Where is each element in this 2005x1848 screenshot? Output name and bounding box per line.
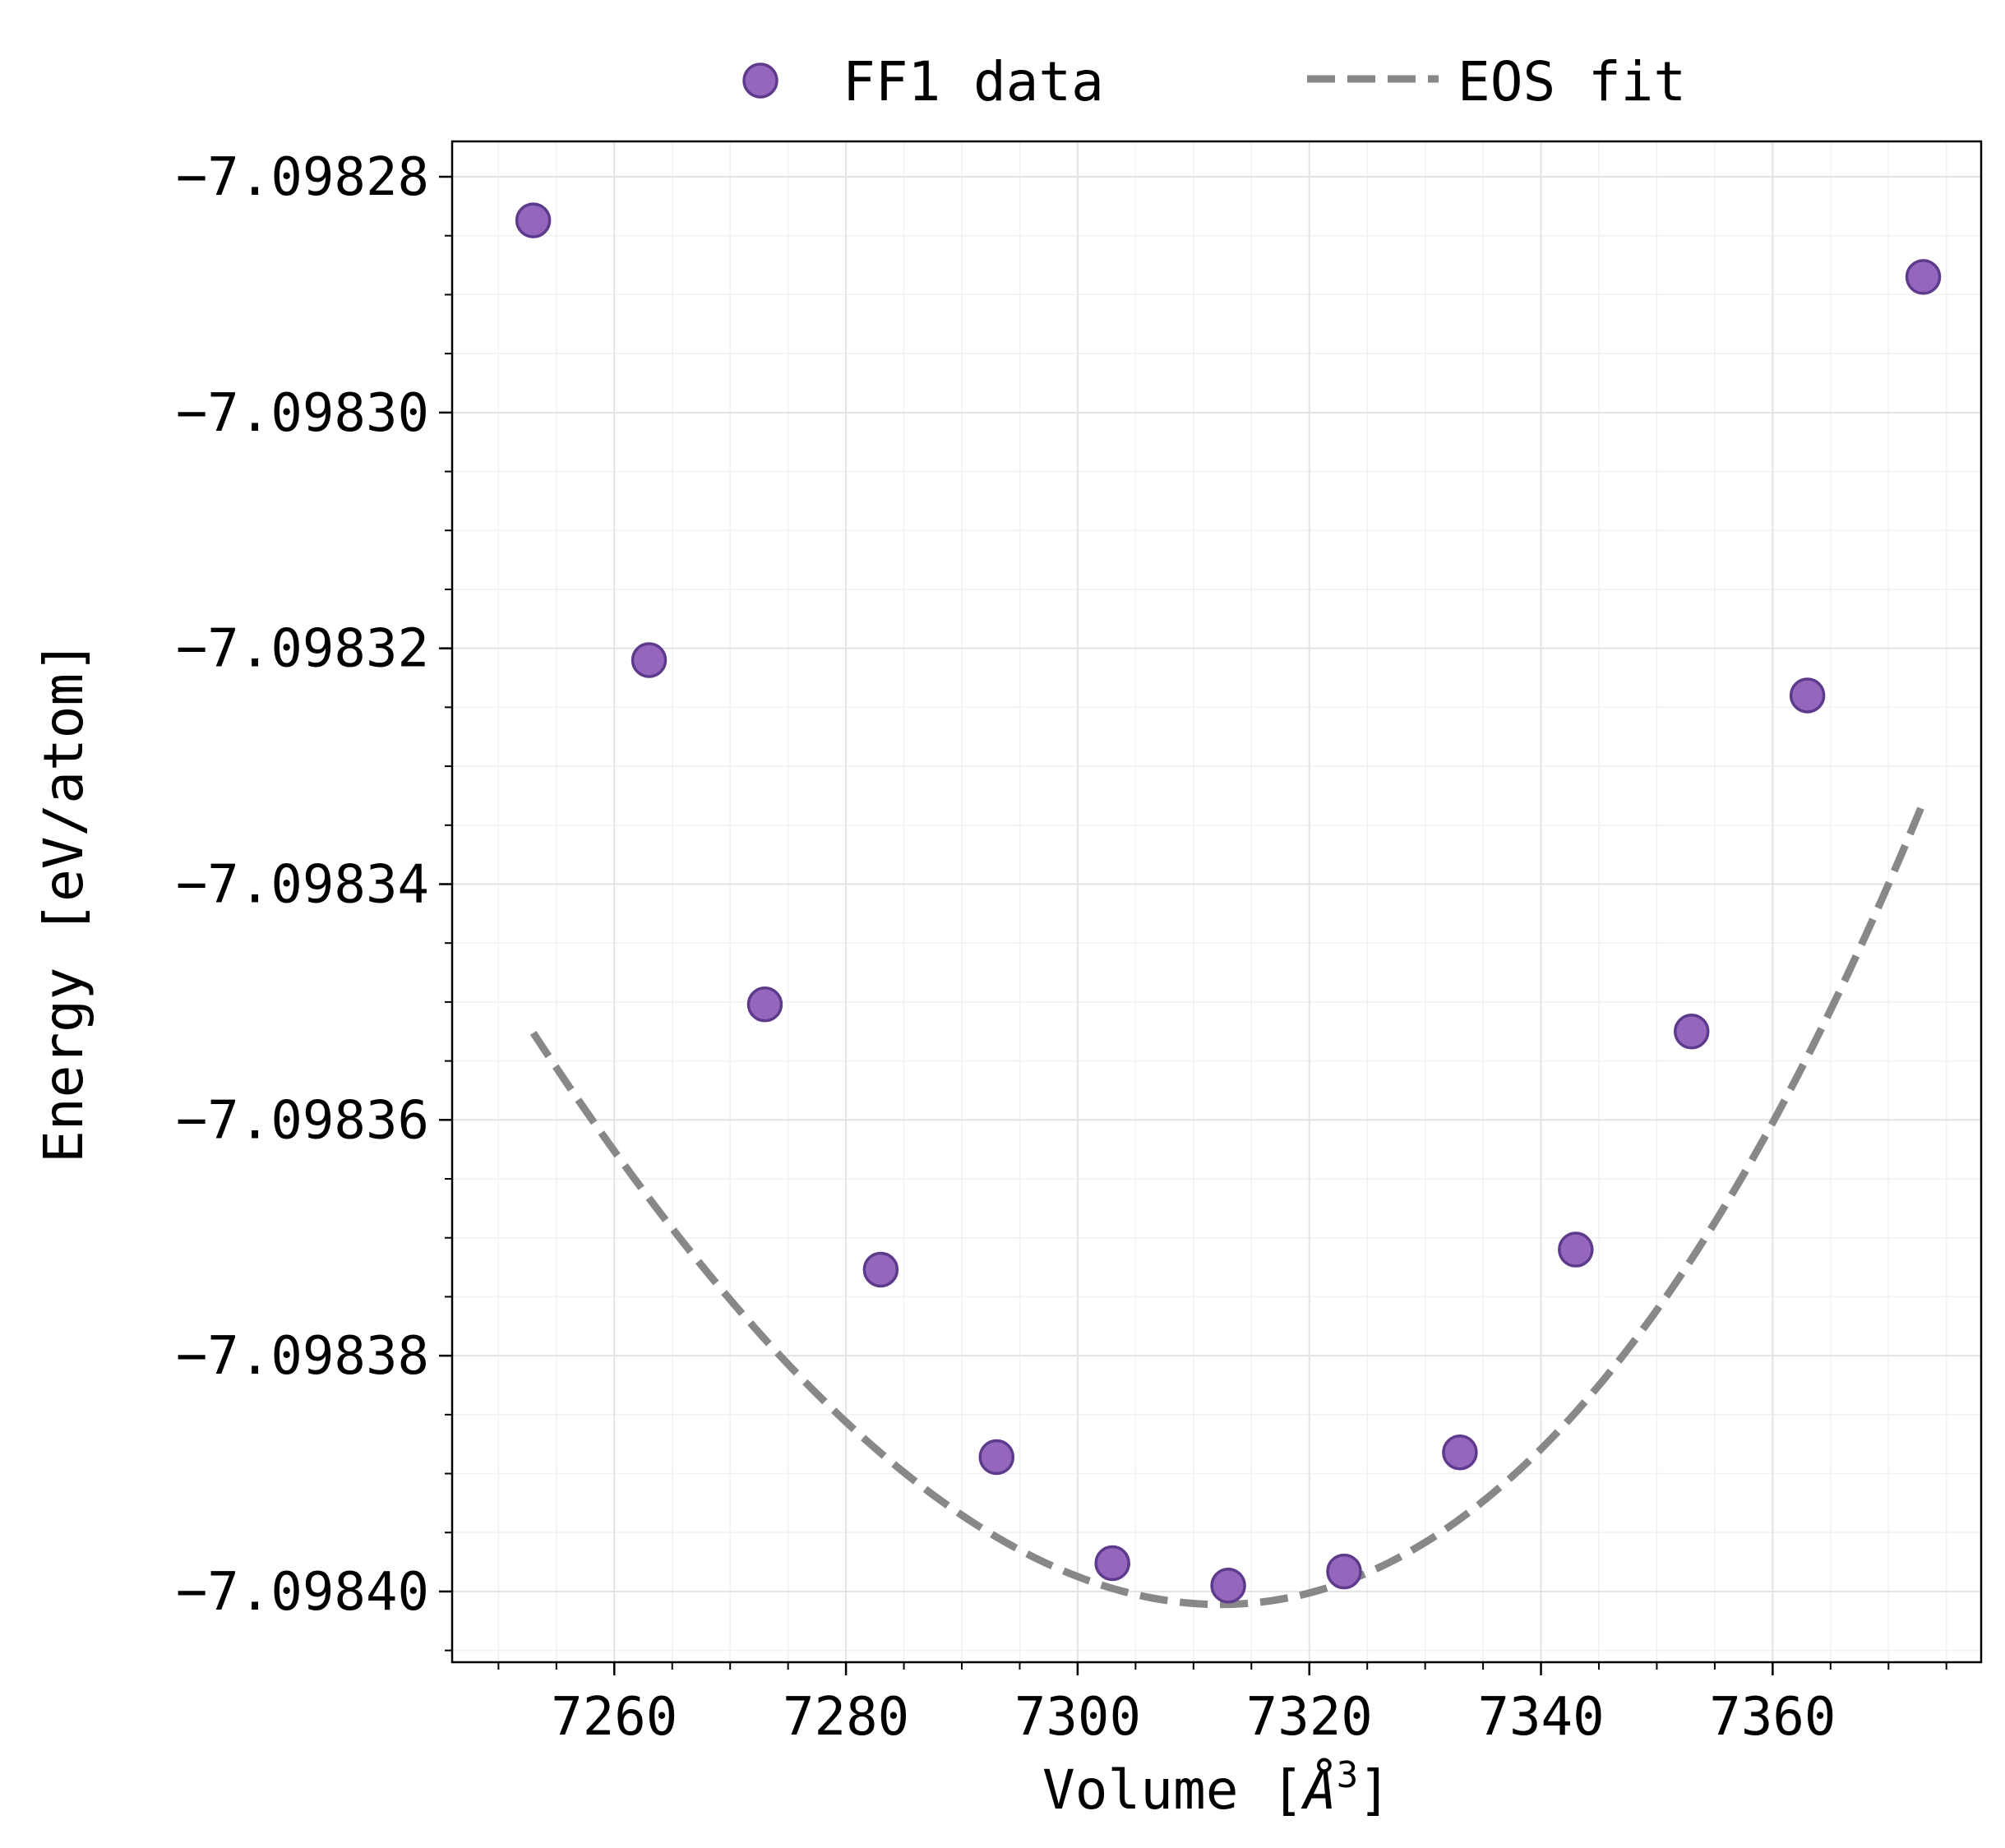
y-tick-label: −7.09828	[176, 147, 429, 208]
y-tick-label: −7.09832	[176, 619, 429, 680]
legend-marker-ff1	[742, 62, 778, 99]
eos-fit-curve	[529, 801, 1927, 1609]
data-point	[746, 986, 783, 1023]
x-tick-label: 7340	[1477, 1687, 1604, 1748]
data-point	[1326, 1553, 1362, 1590]
y-tick-label: −7.09830	[176, 383, 429, 444]
x-tick-label: 7300	[1014, 1687, 1141, 1748]
data-point	[1442, 1434, 1478, 1471]
legend: FF1 data EOS fit	[742, 50, 1686, 113]
data-point	[862, 1251, 899, 1288]
data-point	[1673, 1014, 1710, 1050]
data-point	[515, 202, 552, 238]
x-axis-label: Volume [Å3]	[1042, 1754, 1391, 1822]
fit-layer	[529, 801, 1927, 1609]
data-point	[1558, 1231, 1594, 1268]
y-tick-label: −7.09838	[176, 1326, 429, 1387]
x-tick-label: 7280	[783, 1687, 909, 1748]
legend-label-ff1: FF1 data	[843, 50, 1104, 113]
y-axis-label: Energy [eV/atom]	[32, 640, 95, 1163]
y-tick-label: −7.09840	[176, 1562, 429, 1623]
data-point	[1789, 677, 1826, 714]
data-point	[1210, 1568, 1246, 1604]
x-tick-label: 7360	[1709, 1687, 1836, 1748]
data-point	[631, 642, 668, 678]
data-point	[1905, 259, 1942, 295]
tick-labels: 7260 7280 7300 7320 7340 7360 −7.09828 −7.09830…	[176, 147, 1836, 1748]
points-layer	[515, 202, 1942, 1604]
plot-frame	[450, 140, 1983, 1664]
x-tick-label: 7260	[551, 1687, 677, 1748]
grid	[452, 141, 1981, 1662]
y-tick-label: −7.09834	[176, 854, 429, 915]
data-point	[1094, 1545, 1130, 1582]
x-tick-label: 7320	[1246, 1687, 1373, 1748]
y-tick-label: −7.09836	[176, 1090, 429, 1151]
data-point	[978, 1439, 1015, 1476]
ticks	[439, 175, 1947, 1675]
legend-label-eos: EOS fit	[1458, 50, 1686, 113]
